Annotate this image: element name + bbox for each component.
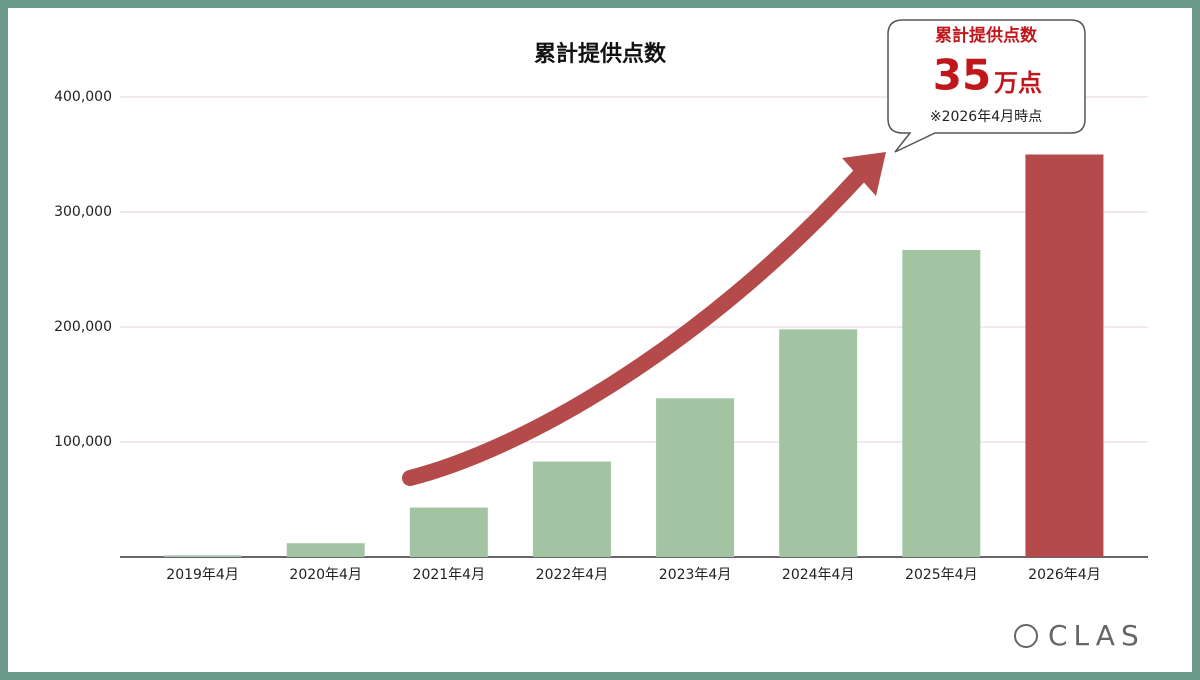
y-tick-label: 300,000 <box>54 204 112 220</box>
growth-arrow-head <box>842 152 886 196</box>
logo-text: CLAS <box>1048 619 1145 652</box>
x-tick-label: 2024年4月 <box>782 567 855 583</box>
bar <box>779 329 858 557</box>
y-tick-label: 400,000 <box>54 89 112 105</box>
y-tick-label: 100,000 <box>54 434 112 450</box>
bar <box>286 543 365 557</box>
x-tick-label: 2021年4月 <box>413 567 486 583</box>
callout-value: 35 <box>933 51 991 100</box>
x-tick-label: 2023年4月 <box>659 567 732 583</box>
bar <box>532 461 611 557</box>
y-tick-label: 200,000 <box>54 319 112 335</box>
x-tick-label: 2020年4月 <box>289 567 362 583</box>
x-tick-label: 2025年4月 <box>905 567 978 583</box>
callout <box>887 19 1086 153</box>
x-tick-label: 2026年4月 <box>1028 567 1101 583</box>
bar <box>656 398 735 557</box>
x-tick-label: 2022年4月 <box>536 567 609 583</box>
logo: CLAS <box>1014 619 1145 652</box>
bar <box>409 507 488 557</box>
callout-title: 累計提供点数 <box>935 25 1038 46</box>
bar <box>1025 154 1104 557</box>
callout-note: ※2026年4月時点 <box>930 109 1042 125</box>
growth-arrow <box>402 167 868 486</box>
bar <box>163 555 242 557</box>
x-tick-label: 2019年4月 <box>166 567 239 583</box>
logo-icon <box>1014 624 1038 648</box>
bar <box>902 249 981 557</box>
chart-title: 累計提供点数 <box>534 41 667 67</box>
callout-unit: 万点 <box>994 69 1042 97</box>
